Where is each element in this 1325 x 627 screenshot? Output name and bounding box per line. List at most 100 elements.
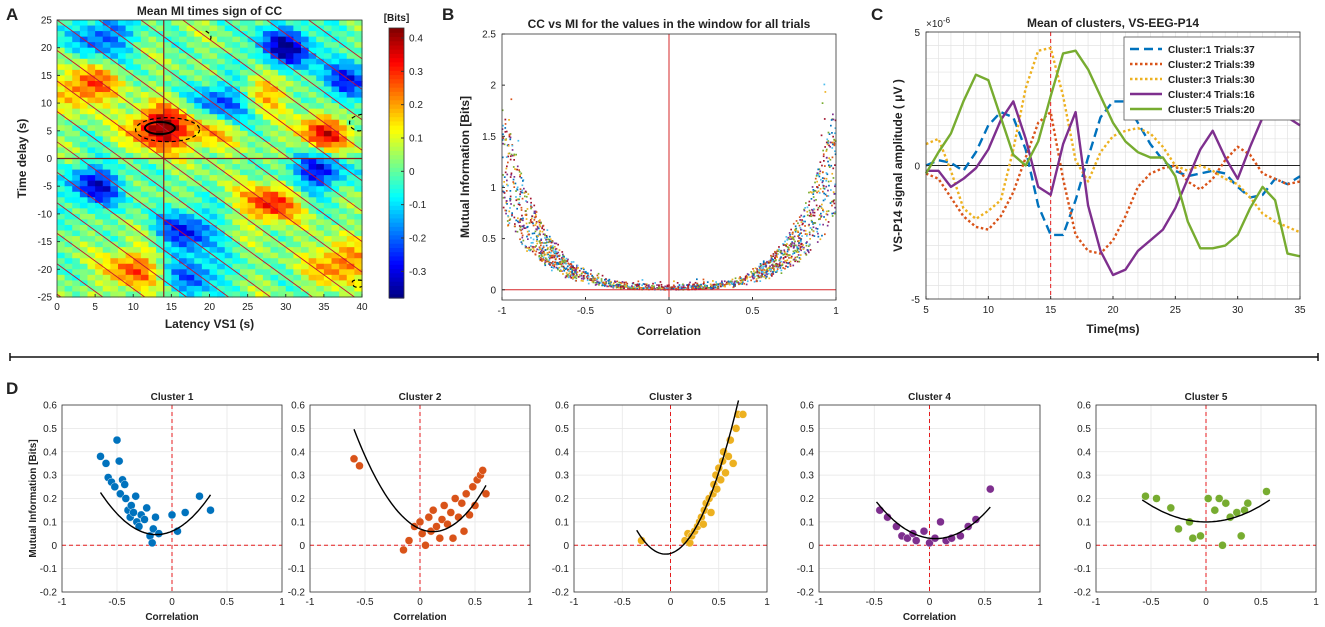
scatter-point — [696, 278, 698, 281]
scatter-point — [733, 282, 736, 284]
scatter-point — [558, 249, 561, 251]
scatter-point — [822, 199, 825, 202]
scatter-point — [682, 286, 685, 288]
heatmap-cell — [186, 164, 195, 171]
heatmap-cell — [179, 252, 188, 259]
heatmap-cell — [323, 42, 333, 49]
scatter-point — [501, 139, 504, 141]
heatmap-cell — [278, 169, 287, 176]
heatmap-cell — [255, 191, 264, 198]
scatter-point — [721, 281, 723, 284]
scatter-point — [538, 221, 541, 224]
scatter-point — [440, 501, 449, 510]
heatmap-cell — [163, 186, 172, 193]
scatter-point — [780, 256, 782, 258]
heatmap-cell — [331, 119, 340, 126]
heatmap-cell — [148, 158, 157, 165]
heatmap-cell — [331, 58, 340, 65]
heatmap-cell — [95, 202, 104, 209]
scatter-point — [807, 224, 810, 227]
scatter-point — [603, 281, 606, 284]
scatter-point — [738, 277, 741, 280]
heatmap-cell — [125, 208, 134, 215]
heatmap-cell — [140, 269, 150, 276]
heatmap-cell — [232, 175, 241, 182]
heatmap-cell — [148, 186, 157, 193]
scatter-point — [566, 260, 569, 262]
scatter-point — [710, 288, 712, 290]
heatmap-cell — [125, 169, 134, 176]
y-tick-label: 0.4 — [1077, 447, 1091, 458]
scatter-point — [549, 261, 552, 264]
heatmap-cell — [346, 247, 355, 254]
scatter-point — [762, 268, 765, 271]
scatter-point — [658, 285, 660, 287]
heatmap-cell — [270, 263, 279, 270]
scatter-point — [714, 286, 717, 289]
heatmap-cell — [301, 191, 310, 198]
heatmap-cell — [95, 175, 104, 182]
scatter-point — [762, 263, 765, 266]
heatmap-cell — [79, 191, 89, 198]
heatmap-cell — [102, 125, 111, 132]
y-tick-label: -0.2 — [1074, 588, 1092, 599]
heatmap-cell — [293, 36, 302, 43]
y-tick-label: 25 — [41, 16, 53, 27]
heatmap-cell — [354, 224, 363, 232]
heatmap-cell — [217, 25, 226, 32]
scatter-point — [826, 224, 829, 227]
scatter-point — [821, 234, 823, 237]
heatmap-cell — [79, 263, 89, 270]
y-tick-label: 0 — [490, 285, 496, 296]
heatmap-cell — [125, 258, 134, 265]
scatter-point — [509, 199, 512, 202]
scatter-point — [673, 286, 675, 288]
scatter-point — [825, 218, 827, 221]
heatmap-cell — [148, 175, 157, 182]
heatmap-cell — [95, 285, 104, 293]
scatter-point — [415, 517, 425, 527]
heatmap-cell — [57, 75, 66, 82]
scatter-point — [677, 287, 679, 289]
heatmap-cell — [339, 202, 348, 209]
heatmap-cell — [102, 141, 111, 149]
scatter-point — [616, 280, 619, 283]
heatmap-cell — [118, 213, 127, 221]
scatter-point — [531, 221, 533, 223]
heatmap-cell — [118, 108, 127, 115]
heatmap-cell — [262, 252, 272, 259]
scatter-point — [568, 270, 570, 272]
scatter-point — [784, 240, 786, 243]
heatmap-cell — [163, 191, 172, 198]
heatmap-cell — [285, 285, 294, 293]
scatter-point — [585, 272, 588, 275]
scatter-point — [580, 272, 583, 275]
scatter-point — [147, 538, 157, 548]
heatmap-cell — [323, 75, 333, 82]
heatmap-cell — [346, 147, 355, 154]
scatter-point — [800, 238, 802, 241]
heatmap-cell — [140, 31, 150, 38]
heatmap-cell — [79, 230, 89, 237]
heatmap-cell — [285, 47, 294, 54]
heatmap-cell — [102, 219, 111, 226]
scatter-point — [582, 280, 584, 282]
heatmap-cell — [285, 164, 294, 171]
heatmap-cell — [323, 219, 333, 226]
scatter-point — [641, 279, 644, 281]
heatmap-cell — [64, 20, 73, 27]
scatter-point — [502, 133, 504, 136]
scatter-point — [819, 170, 822, 173]
heatmap-cell — [354, 263, 363, 270]
x-axis-label: Time(ms) — [1086, 322, 1139, 336]
scatter-point — [508, 134, 511, 136]
scatter-point — [549, 248, 552, 251]
x-tick-label: -1 — [1092, 597, 1101, 608]
heatmap-cell — [125, 274, 134, 281]
heatmap-cell — [125, 103, 134, 110]
heatmap-cell — [201, 42, 211, 49]
colorbar-step — [389, 133, 404, 139]
x-tick-label: -1 — [815, 597, 824, 608]
scatter-point — [659, 281, 662, 283]
heatmap-cell — [148, 263, 157, 270]
